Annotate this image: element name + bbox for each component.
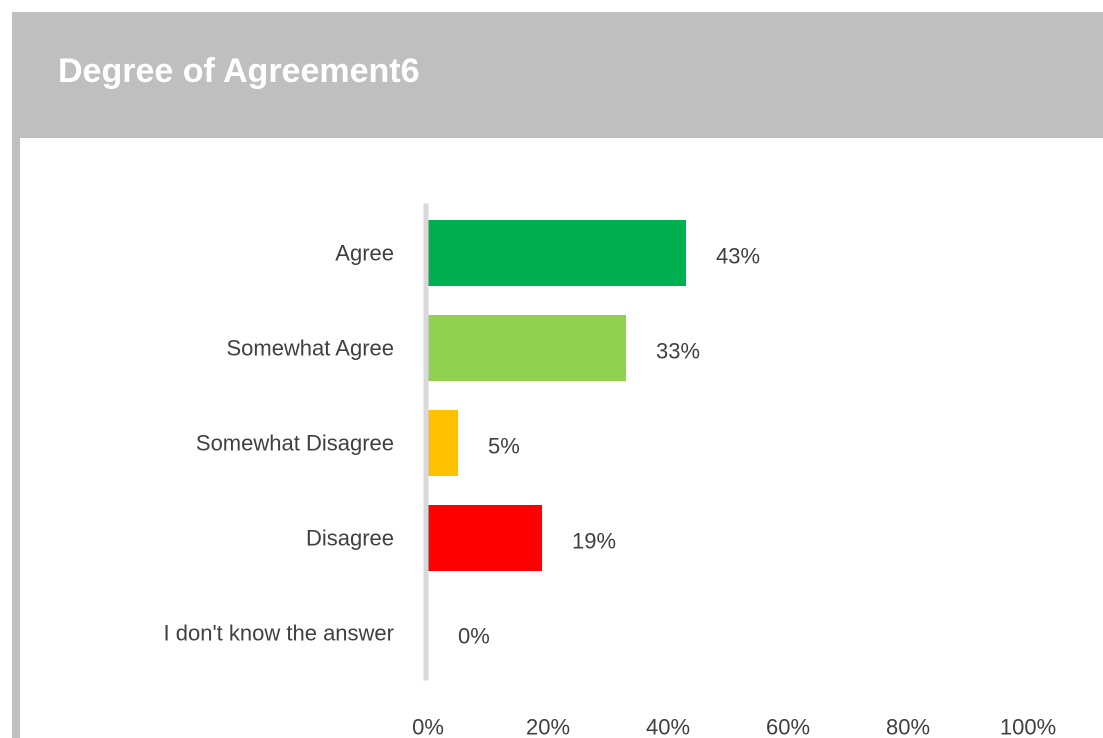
value-labels-layer: 43% 33% 5% 19% 0% bbox=[458, 244, 760, 649]
category-label-i-don-t-know-the-answer: I don't know the answer bbox=[164, 621, 394, 646]
value-label-i-don-t-know-the-answer: 0% bbox=[458, 624, 490, 649]
value-label-somewhat-agree: 33% bbox=[656, 339, 700, 364]
bar-disagree bbox=[428, 505, 542, 571]
category-label-disagree: Disagree bbox=[306, 526, 394, 551]
panel-title: Degree of Agreement6 bbox=[58, 52, 420, 90]
x-tick-label-80: 80% bbox=[886, 715, 930, 738]
panel-left-border bbox=[12, 138, 20, 738]
x-tick-label-0: 0% bbox=[412, 715, 444, 738]
bar-somewhat-disagree bbox=[428, 410, 458, 476]
x-tick-label-20: 20% bbox=[526, 715, 570, 738]
category-label-somewhat-disagree: Somewhat Disagree bbox=[196, 431, 394, 456]
category-label-somewhat-agree: Somewhat Agree bbox=[226, 336, 394, 361]
x-tick-label-60: 60% bbox=[766, 715, 810, 738]
category-labels-layer: Agree Somewhat Agree Somewhat Disagree Disa… bbox=[164, 241, 394, 646]
tick-labels-layer: 0% 20% 40% 60% 80% 100% bbox=[412, 715, 1056, 738]
x-tick-label-40: 40% bbox=[646, 715, 690, 738]
bar-somewhat-agree bbox=[428, 315, 626, 381]
category-label-agree: Agree bbox=[335, 241, 394, 266]
bars-layer bbox=[428, 220, 686, 571]
value-label-disagree: 19% bbox=[572, 529, 616, 554]
bar-agree bbox=[428, 220, 686, 286]
value-label-somewhat-disagree: 5% bbox=[488, 434, 520, 459]
value-label-agree: 43% bbox=[716, 244, 760, 269]
x-tick-label-100: 100% bbox=[1000, 715, 1056, 738]
panel-header bbox=[12, 12, 1103, 138]
